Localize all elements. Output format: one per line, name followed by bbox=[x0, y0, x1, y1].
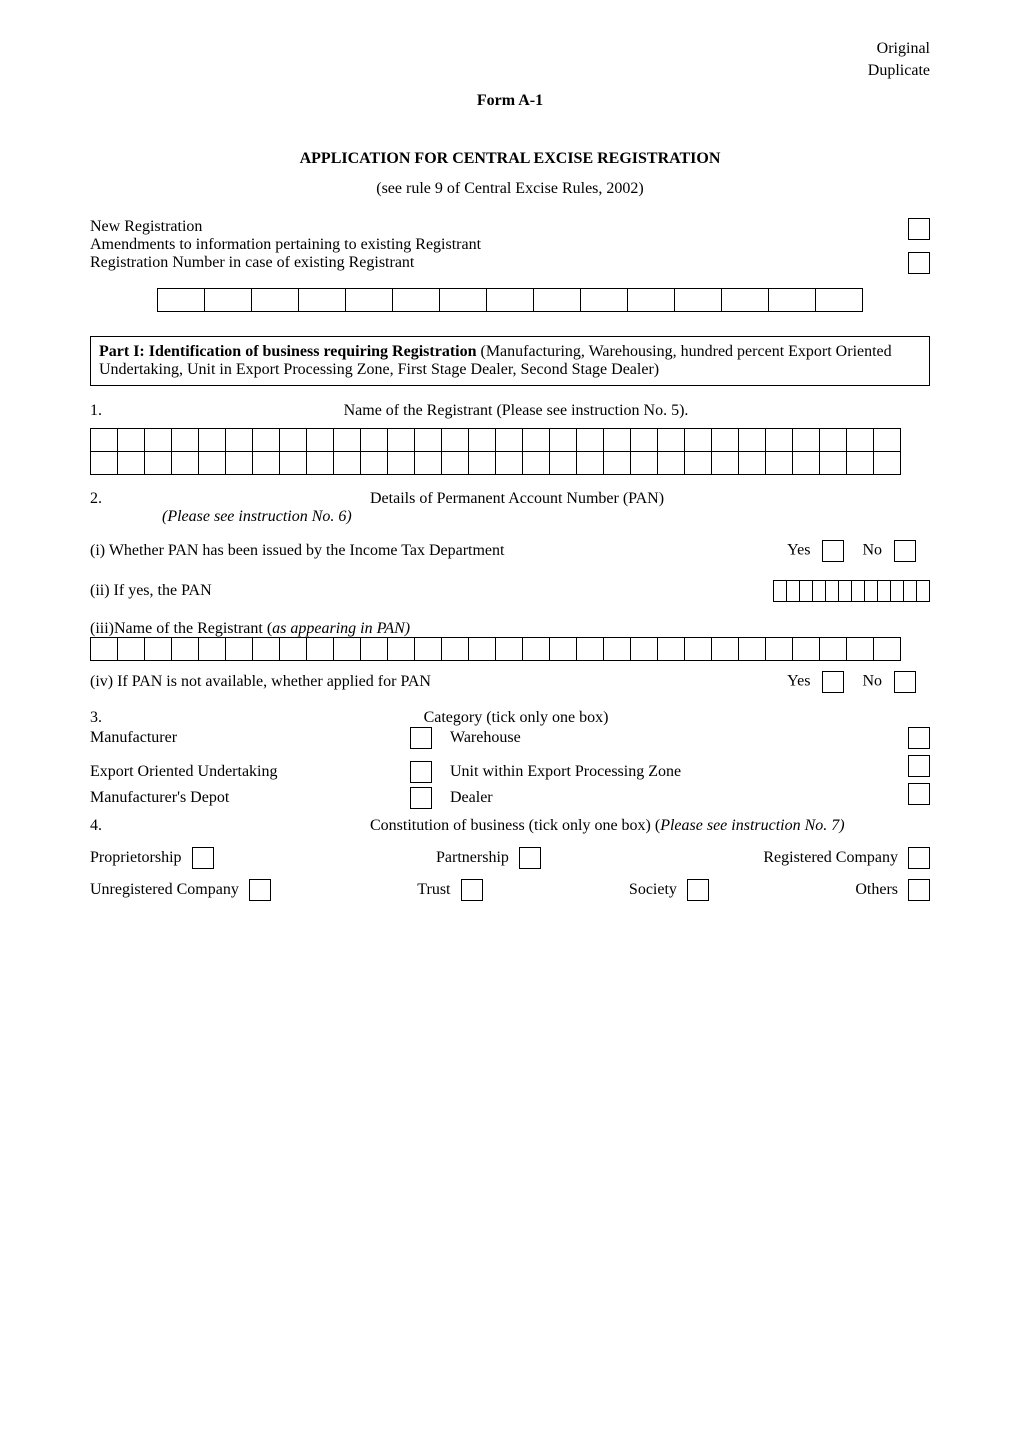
q2-iv-no-checkbox[interactable] bbox=[894, 671, 916, 693]
q3-uepz-label: Unit within Export Processing Zone bbox=[450, 763, 681, 781]
part-i-heading-bold: Part I: Identification of business requi… bbox=[99, 343, 476, 360]
q2-iii-text: (iii)Name of the Registrant ( bbox=[90, 620, 272, 637]
page-title: APPLICATION FOR CENTRAL EXCISE REGISTRAT… bbox=[90, 150, 930, 168]
q4-unregistered-company-label: Unregistered Company bbox=[90, 881, 239, 899]
q4-others-checkbox[interactable] bbox=[908, 879, 930, 901]
q4-partnership-label: Partnership bbox=[436, 849, 509, 867]
q4-note-italic: Please see instruction No. 7) bbox=[660, 817, 844, 834]
q3-uepz-checkbox[interactable] bbox=[410, 761, 432, 783]
q1-number: 1. bbox=[90, 402, 102, 420]
q4-trust-label: Trust bbox=[417, 881, 450, 899]
new-registration-label: New Registration bbox=[90, 218, 930, 236]
q2-iv-yes-checkbox[interactable] bbox=[822, 671, 844, 693]
q2-number: 2. bbox=[90, 490, 370, 508]
top-right-duplicate: Duplicate bbox=[90, 62, 930, 80]
q4-trust-checkbox[interactable] bbox=[461, 879, 483, 901]
q4-registered-company-checkbox[interactable] bbox=[908, 847, 930, 869]
q3-warehouse-checkbox[interactable] bbox=[410, 727, 432, 749]
q4-proprietorship-label: Proprietorship bbox=[90, 849, 182, 867]
q3-warehouse-label: Warehouse bbox=[450, 729, 521, 747]
q4-society-checkbox[interactable] bbox=[687, 879, 709, 901]
q2-iv-yes-label: Yes bbox=[787, 673, 810, 690]
form-code: Form A-1 bbox=[90, 92, 930, 110]
q2-iv-text: (iv) If PAN is not available, whether ap… bbox=[90, 673, 431, 691]
q3-right-checkbox-3[interactable] bbox=[908, 783, 930, 805]
q4-proprietorship-checkbox[interactable] bbox=[192, 847, 214, 869]
page-subtitle: (see rule 9 of Central Excise Rules, 200… bbox=[90, 180, 930, 198]
q3-right-checkbox-1[interactable] bbox=[908, 727, 930, 749]
new-registration-checkbox[interactable] bbox=[908, 218, 930, 240]
q4-unregistered-company-checkbox[interactable] bbox=[249, 879, 271, 901]
q2-i-yes-label: Yes bbox=[787, 542, 810, 559]
q4-others-label: Others bbox=[855, 881, 898, 899]
q3-mdepot-label: Manufacturer's Depot bbox=[90, 789, 410, 807]
q3-title: Category (tick only one box) bbox=[424, 709, 609, 727]
q2-ii-text: (ii) If yes, the PAN bbox=[90, 582, 212, 600]
q2-i-text: (i) Whether PAN has been issued by the I… bbox=[90, 542, 504, 560]
q2-i-yes-checkbox[interactable] bbox=[822, 540, 844, 562]
q4-number: 4. bbox=[90, 817, 370, 835]
q3-dealer-checkbox[interactable] bbox=[410, 787, 432, 809]
part-i-box: Part I: Identification of business requi… bbox=[90, 336, 930, 386]
q1-name-cells[interactable] bbox=[90, 428, 930, 474]
q2-iii-name-cells[interactable] bbox=[90, 637, 930, 661]
q2-i-no-checkbox[interactable] bbox=[894, 540, 916, 562]
q2-iii-italic: as appearing in PAN) bbox=[272, 620, 410, 637]
q3-manufacturer-label: Manufacturer bbox=[90, 729, 410, 747]
q3-dealer-label: Dealer bbox=[450, 789, 493, 807]
q2-iv-no-label: No bbox=[862, 673, 882, 690]
amendments-checkbox[interactable] bbox=[908, 252, 930, 274]
q2-lead: Details of Permanent Account Number (PAN… bbox=[370, 490, 664, 508]
top-right-original: Original bbox=[90, 40, 930, 58]
reg-number-input-cells[interactable] bbox=[157, 288, 863, 312]
q3-right-checkbox-2[interactable] bbox=[908, 755, 930, 777]
reg-number-label: Registration Number in case of existing … bbox=[90, 254, 930, 272]
q2-ii-pan-cells[interactable] bbox=[773, 580, 930, 602]
q3-number: 3. bbox=[90, 709, 102, 727]
amendments-label: Amendments to information pertaining to … bbox=[90, 236, 930, 254]
q4-lead: Constitution of business (tick only one … bbox=[370, 817, 660, 834]
q4-registered-company-label: Registered Company bbox=[763, 849, 898, 867]
q1-text: Name of the Registrant (Please see instr… bbox=[344, 402, 689, 420]
q2-note-italic: (Please see instruction No. 6) bbox=[162, 508, 352, 525]
q3-eou-label: Export Oriented Undertaking bbox=[90, 763, 410, 781]
q2-i-no-label: No bbox=[862, 542, 882, 559]
q4-society-label: Society bbox=[629, 881, 677, 899]
q4-partnership-checkbox[interactable] bbox=[519, 847, 541, 869]
